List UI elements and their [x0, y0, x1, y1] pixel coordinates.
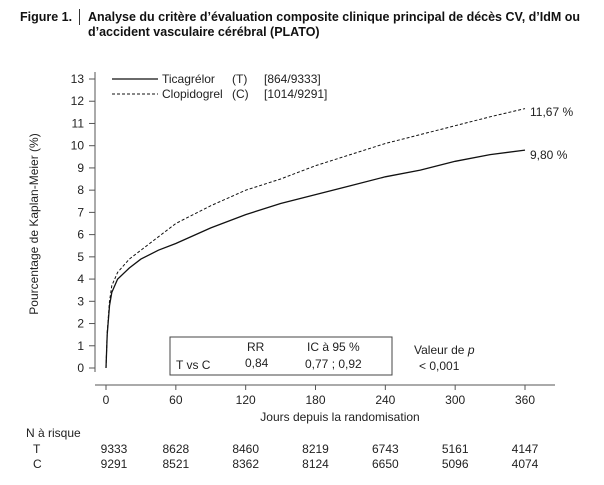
risk-row-group: T [33, 442, 41, 456]
legend-label-clopidogrel: Clopidogrel [162, 87, 223, 101]
y-tick-label: 1 [77, 339, 84, 353]
legend-counts-ticagrelor: [864/9333] [264, 72, 321, 86]
km-curve-ticagrelor [105, 149, 526, 369]
figure-label-divider [79, 9, 80, 25]
stats-rr-value: 0,84 [245, 356, 269, 370]
legend: Ticagrélor (T) [864/9333] Clopidogrel (C… [112, 72, 327, 101]
legend-label-ticagrelor: Ticagrélor [162, 72, 215, 86]
y-tick-label: 8 [77, 183, 84, 197]
stats-ci-label: IC à 95 % [307, 340, 360, 354]
risk-value: 8362 [232, 457, 259, 471]
x-tick-label: 300 [445, 393, 465, 407]
legend-abbr-ticagrelor: (T) [232, 72, 247, 86]
risk-value: 5161 [442, 442, 469, 456]
y-tick-label: 11 [72, 116, 85, 130]
y-tick-label: 2 [77, 317, 84, 331]
x-tick-label: 0 [103, 393, 110, 407]
curves [105, 108, 526, 369]
risk-value: 6743 [372, 442, 399, 456]
y-axis-label: Pourcentage de Kaplan-Meier (%) [27, 133, 41, 314]
y-tick-label: 5 [77, 250, 84, 264]
risk-value: 4074 [512, 457, 539, 471]
y-tick-label: 9 [77, 161, 84, 175]
x-tick-label: 60 [169, 393, 183, 407]
risk-value: 9291 [101, 457, 128, 471]
stats-p-italic: p [467, 343, 475, 357]
x-tick-label: 240 [375, 393, 395, 407]
stats-p-value: < 0,001 [419, 359, 460, 373]
risk-value: 8219 [302, 442, 329, 456]
figure-title: Analyse du critère d’évaluation composit… [88, 10, 581, 39]
legend-abbr-clopidogrel: (C) [232, 87, 249, 101]
y-tick-label: 4 [77, 272, 84, 286]
risk-table-label: N à risque [26, 426, 81, 440]
figure-label: Figure 1. [20, 10, 73, 24]
stats-ci-value: 0,77 ; 0,92 [305, 357, 362, 371]
stats-p-label: Valeur de [414, 343, 468, 357]
stats-comparison: T vs C [176, 358, 211, 372]
end-label-clopidogrel: 11,67 % [530, 105, 573, 119]
y-tick-label: 12 [71, 94, 85, 108]
legend-counts-clopidogrel: [1014/9291] [264, 87, 327, 101]
risk-value: 6650 [372, 457, 399, 471]
svg-text:Valeur de p: Valeur de p [414, 343, 475, 357]
risk-value: 5096 [442, 457, 469, 471]
risk-value: 8124 [302, 457, 329, 471]
risk-value: 9333 [101, 442, 128, 456]
y-tick-label: 13 [71, 72, 85, 86]
risk-table: T 9333 8628 8460 8219 6743 5161 4147 C 9291 8521 83… [33, 442, 539, 471]
risk-row-group: C [33, 457, 42, 471]
y-tick-label: 6 [77, 228, 84, 242]
stats-box: T vs C RR 0,84 IC à 95 % 0,77 ; 0,92 Val… [169, 336, 475, 376]
x-tick-label: 180 [305, 393, 325, 407]
risk-value: 4147 [512, 442, 539, 456]
stats-rr-label: RR [247, 340, 265, 354]
x-tick-label: 360 [515, 393, 535, 407]
risk-value: 8521 [162, 457, 189, 471]
y-tick-label: 0 [77, 361, 84, 375]
km-curve-clopidogrel [105, 108, 526, 369]
x-axis-label: Jours depuis la randomisation [260, 410, 419, 424]
risk-value: 8628 [162, 442, 189, 456]
y-tick-label: 10 [71, 139, 85, 153]
y-tick-label: 3 [77, 294, 84, 308]
end-label-ticagrelor: 9,80 % [530, 148, 568, 162]
risk-value: 8460 [232, 442, 259, 456]
y-tick-label: 7 [77, 205, 84, 219]
x-tick-label: 120 [236, 393, 256, 407]
